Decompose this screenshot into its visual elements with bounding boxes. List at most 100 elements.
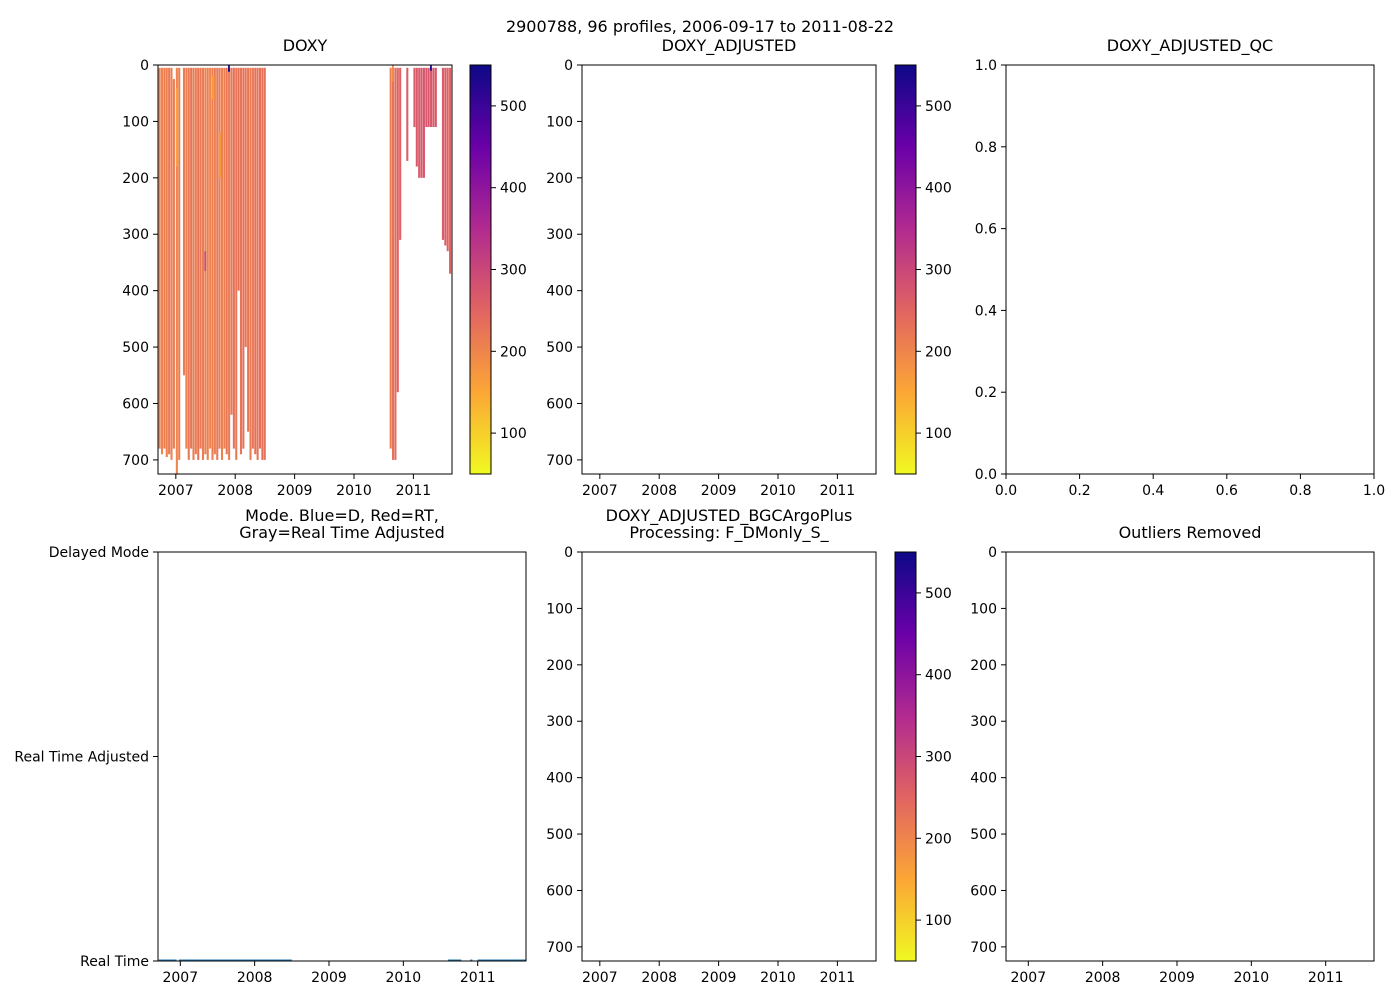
profile-bar	[220, 67, 224, 460]
x-tick-label: 2008	[1085, 970, 1121, 986]
colorbar: 100 200 300 400 500	[469, 64, 527, 475]
y-tick-label: 700	[546, 940, 573, 956]
y-tick-label: 400	[970, 771, 997, 787]
profile-patch	[392, 65, 394, 82]
y-tick-label: 100	[546, 114, 573, 130]
colorbar-gradient	[894, 551, 917, 962]
y-tick-label: 0.4	[975, 303, 997, 319]
y-tick-label: 300	[122, 227, 149, 243]
y-tick-label: 100	[970, 601, 997, 617]
x-tick-label: 2011	[460, 970, 496, 986]
colorbar-tick-label: 200	[925, 831, 952, 847]
colorbar-tick-label: 300	[925, 263, 952, 279]
profile-bar	[218, 67, 221, 449]
profile-bar	[441, 67, 444, 240]
panel-title: Mode. Blue=D, Red=RT,	[245, 506, 439, 525]
profile-bar	[394, 67, 397, 460]
profile-bar	[158, 67, 161, 449]
profile-patch	[175, 87, 178, 167]
y-tick-label: 300	[546, 227, 573, 243]
profile-bar	[182, 67, 186, 376]
x-tick-label: 2008	[641, 483, 677, 499]
profile-bar	[434, 67, 437, 128]
colorbar-tick-label: 300	[925, 750, 952, 766]
y-tick-label: 0	[988, 545, 997, 561]
profile-bar	[425, 67, 428, 128]
profile-bar	[223, 67, 226, 449]
panel-doxy-adjusted-bgc: 2007 2008 2009 2010 2011 0 100 200 300 400 500 600 7…	[546, 506, 951, 986]
colorbar-tick-label: 200	[500, 344, 527, 360]
panel-title: Processing: F_DMonly_S_	[629, 523, 829, 543]
panel-doxy: 2007 2008 2009 2010 2011 0 100 200 300 400 500 600 7…	[122, 36, 526, 499]
colorbar-tick-label: 100	[925, 426, 952, 442]
profile-bar	[192, 67, 195, 460]
axes-frame	[1005, 64, 1375, 475]
profile-bar	[168, 67, 171, 455]
x-tick-label: 2007	[162, 970, 198, 986]
profile-bar	[197, 67, 200, 460]
profile-bar	[211, 67, 214, 460]
y-tick-label: 700	[122, 453, 149, 469]
colorbar-gradient	[469, 64, 492, 475]
x-tick-label: 2010	[386, 970, 422, 986]
figure-suptitle: 2900788, 96 profiles, 2006-09-17 to 2011…	[506, 17, 894, 36]
y-tick-label: 400	[122, 284, 149, 300]
y-tick-label: 0	[564, 545, 573, 561]
panel-title: DOXY	[283, 36, 328, 55]
profile-bar	[432, 67, 435, 128]
x-tick-label: 1.0	[1363, 483, 1385, 499]
y-tick-label: 600	[546, 883, 573, 899]
axes-frame	[581, 551, 877, 962]
x-tick-label: 2009	[701, 483, 737, 499]
profile-bar	[209, 67, 212, 449]
x-tick-label: 2011	[1308, 970, 1344, 986]
colorbar-tick-label: 100	[925, 913, 952, 929]
profile-bar	[235, 67, 238, 460]
x-tick-label: 2007	[582, 970, 618, 986]
profile-bar	[261, 67, 264, 460]
profile-patch	[211, 76, 215, 99]
colorbar-tick-label: 300	[500, 263, 527, 279]
x-tick-label: 2010	[1234, 970, 1270, 986]
profile-bar	[225, 67, 228, 455]
profile-bar	[444, 67, 447, 246]
colorbar-tick-label: 200	[925, 344, 952, 360]
profile-bar	[190, 67, 193, 449]
profile-bar	[160, 67, 164, 455]
colorbar-tick-label: 500	[925, 586, 952, 602]
panel-title: Outliers Removed	[1119, 523, 1262, 542]
panel-title: DOXY_ADJUSTED	[662, 36, 797, 56]
profile-patch	[218, 132, 221, 178]
x-tick-label: 2010	[760, 970, 796, 986]
x-tick-label: 2009	[701, 970, 737, 986]
x-tick-label: 2009	[311, 970, 347, 986]
x-tick-label: 2010	[336, 483, 372, 499]
profile-bar	[206, 67, 209, 460]
x-tick-label: 2007	[582, 483, 618, 499]
y-tick-label: 500	[122, 340, 149, 356]
panel-doxy-adjusted: 2007 2008 2009 2010 2011 0 100 200 300 400 500 600 7…	[546, 36, 951, 499]
y-tick-label: 100	[546, 601, 573, 617]
profile-bar	[199, 67, 202, 449]
y-tick-label: 100	[122, 114, 149, 130]
profile-bar	[249, 67, 252, 460]
x-tick-label: 2011	[820, 970, 856, 986]
profile-bar	[430, 67, 433, 128]
x-tick-label: 2007	[1010, 970, 1046, 986]
y-tick-label: 600	[122, 396, 149, 412]
y-tick-label: 200	[546, 171, 573, 187]
profile-bar	[427, 67, 430, 128]
y-tick-label: 300	[970, 714, 997, 730]
y-tick-label: 500	[546, 340, 573, 356]
profile-patch	[430, 65, 432, 71]
profile-bar	[163, 67, 166, 449]
profile-patch	[228, 65, 230, 72]
profile-bar	[389, 67, 392, 449]
y-tick-label: Real Time Adjusted	[14, 750, 149, 766]
y-tick-label: 200	[546, 658, 573, 674]
profile-bar	[194, 67, 197, 455]
profile-bar	[185, 67, 188, 449]
y-tick-label: Real Time	[80, 954, 149, 970]
profile-bar	[254, 67, 257, 455]
